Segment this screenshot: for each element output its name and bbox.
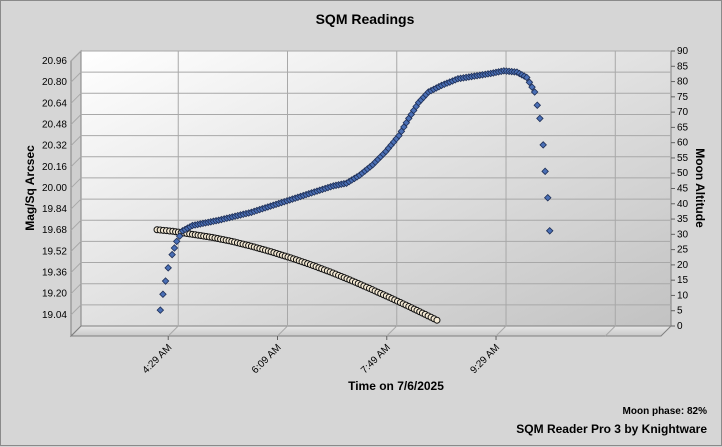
y-tick-label: 20.16: [42, 162, 67, 173]
y-tick-label: 19.68: [42, 225, 67, 236]
wall-gridline: [70, 283, 82, 295]
y-tick-label: 19.36: [42, 268, 67, 279]
y-tick-label: 20.80: [42, 77, 67, 88]
wall-gridline: [70, 304, 82, 316]
y2-tick-label: 75: [677, 92, 689, 103]
moon-altitude-series: [153, 226, 441, 324]
y-tick-label: 20.32: [42, 141, 67, 152]
sqm-point: [541, 167, 549, 176]
x-axis-title: Time on 7/6/2025: [348, 379, 444, 393]
y2-tick-label: 20: [677, 260, 689, 271]
wall-gridline: [70, 156, 82, 168]
wall-gridline: [70, 177, 82, 189]
wall-gridline: [70, 50, 82, 62]
x-tick-label: 6:09 AM: [250, 342, 284, 376]
y-tick-label: 19.04: [42, 310, 67, 321]
credit-label: SQM Reader Pro 3 by Knightware: [516, 422, 707, 436]
y2-tick-label: 80: [677, 77, 689, 88]
plot-area: [69, 49, 673, 338]
y2-tick-label: 5: [677, 306, 683, 317]
y2-tick-label: 15: [677, 275, 689, 286]
floor-gridline: [386, 325, 398, 337]
y-axis-title: Mag/Sq Arcsec: [23, 145, 37, 231]
chart-title: SQM Readings: [316, 11, 415, 27]
y2-tick-label: 85: [677, 61, 689, 72]
sqm-point: [523, 73, 531, 82]
y2-tick-label: 10: [677, 290, 689, 301]
y-tick-label: 20.96: [42, 56, 67, 67]
y2-tick-label: 40: [677, 199, 689, 210]
sqm-point: [164, 264, 172, 272]
y-tick-label: 20.00: [42, 183, 67, 194]
wall-gridline: [70, 92, 82, 104]
y2-tick-label: 25: [677, 245, 689, 256]
x-tick-label: 4:29 AM: [141, 342, 175, 376]
sqm-point: [539, 141, 547, 149]
sqm-point: [168, 250, 176, 259]
wall-gridline: [70, 241, 82, 252]
sqm-point: [159, 290, 167, 299]
sqm-series: [156, 67, 554, 314]
floor-gridline: [277, 325, 288, 337]
y2-tick-label: 60: [677, 138, 689, 149]
gridlines: [70, 50, 671, 337]
y2-tick-label: 45: [677, 184, 689, 195]
wall-gridline: [70, 219, 82, 231]
floor-gridline: [167, 325, 179, 337]
y2-axis-ticks: 0 5 10 15 20 25 30 35 40 45 50 55 60 65 70 75 80 85 90: [671, 46, 689, 332]
plot-left-wall: [70, 49, 82, 338]
wall-gridline: [70, 135, 82, 146]
y2-tick-label: 30: [677, 229, 689, 240]
sqm-point: [525, 78, 534, 87]
y2-tick-label: 55: [677, 153, 689, 164]
floor-gridline: [604, 325, 616, 337]
y2-tick-label: 90: [677, 46, 689, 57]
sqm-point: [528, 83, 536, 91]
wall-gridline: [70, 198, 82, 210]
sqm-point: [175, 232, 184, 240]
moon-phase-label: Moon phase: 82%: [623, 406, 708, 417]
plot-background: [80, 50, 672, 327]
y2-tick-label: 35: [677, 214, 689, 225]
y-tick-label: 19.20: [42, 289, 67, 300]
y-tick-label: 19.84: [42, 204, 67, 215]
y2-tick-label: 0: [677, 321, 683, 332]
x-axis-ticks: 4:29 AM 6:09 AM 7:49 AM 9:29 AM: [141, 336, 502, 376]
sqm-point: [533, 101, 542, 109]
sqm-point: [543, 193, 552, 202]
y-tick-label: 19.52: [42, 246, 67, 257]
y2-tick-label: 70: [677, 107, 689, 118]
floor-gridline: [495, 325, 507, 337]
sqm-point: [156, 306, 165, 314]
moon-point: [433, 316, 441, 324]
sqm-point: [536, 114, 544, 123]
y2-tick-label: 50: [677, 168, 689, 179]
sqm-point: [172, 237, 181, 246]
plot-floor: [69, 325, 673, 337]
x-tick-label: 9:29 AM: [468, 342, 502, 376]
wall-gridline: [70, 114, 82, 125]
x-tick-label: 7:49 AM: [359, 342, 393, 376]
wall-gridline: [70, 262, 82, 273]
sqm-point: [170, 244, 179, 252]
wall-gridline: [70, 71, 82, 83]
sqm-point: [161, 277, 170, 285]
sqm-point: [530, 88, 539, 96]
y2-axis-title: Moon Altitude: [693, 148, 707, 228]
y-axis-ticks: 19.04 19.20 19.36 19.52 19.68 19.84 20.00 20.16…: [42, 56, 67, 321]
y2-tick-label: 65: [677, 122, 689, 133]
y-tick-label: 20.64: [42, 98, 67, 109]
sqm-point: [545, 227, 554, 235]
y-tick-label: 20.48: [42, 119, 67, 130]
